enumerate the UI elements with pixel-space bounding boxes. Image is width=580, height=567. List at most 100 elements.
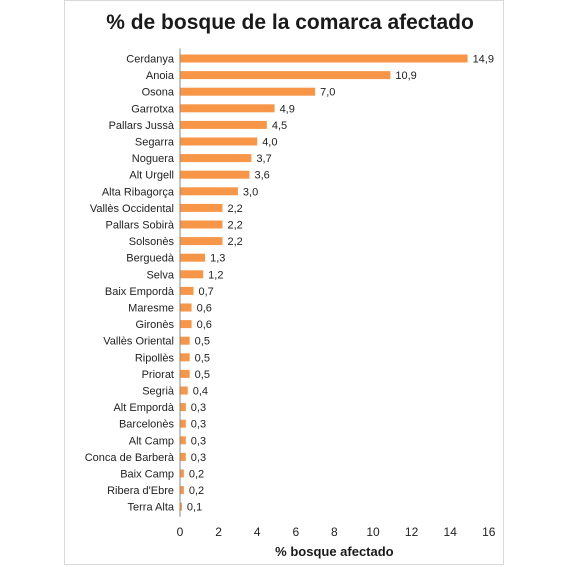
bar <box>180 54 468 63</box>
category-label: Alta Ribagorça <box>102 186 175 198</box>
value-label: 0,5 <box>195 336 210 348</box>
category-label: Alt Empordà <box>113 402 174 414</box>
bar <box>180 386 188 395</box>
value-label: 1,2 <box>208 269 223 281</box>
category-label: Ribera d'Ebre <box>107 485 174 497</box>
category-label: Conca de Barberà <box>85 452 175 464</box>
category-label: Pallars Sobirà <box>106 220 175 232</box>
bar <box>180 203 223 212</box>
value-label: 0,6 <box>197 319 212 331</box>
category-label: Gironès <box>135 319 174 331</box>
category-label: Barcelonès <box>119 419 175 431</box>
bar <box>180 469 184 478</box>
bar <box>180 419 186 428</box>
bar <box>180 403 186 412</box>
value-label: 14,9 <box>473 54 494 66</box>
bar <box>180 104 275 113</box>
category-label: Noguera <box>132 153 175 165</box>
category-label: Berguedà <box>126 253 175 265</box>
bar <box>180 369 190 378</box>
value-label: 0,3 <box>191 402 206 414</box>
x-tick-label: 10 <box>366 525 380 539</box>
bar <box>180 253 206 262</box>
value-label: 0,3 <box>191 452 206 464</box>
bar <box>180 286 194 295</box>
bar <box>180 303 192 312</box>
x-tick-label: 4 <box>254 525 261 539</box>
category-label: Terra Alta <box>128 502 175 514</box>
bar <box>180 336 190 345</box>
x-tick-labels-group: 0 2 4 6 8 10 12 14 16 <box>177 525 496 539</box>
category-label: Segrià <box>142 386 175 398</box>
value-label: 1,3 <box>210 253 225 265</box>
x-tick-label: 2 <box>215 525 222 539</box>
value-labels-group: 14,910,97,04,94,54,03,73,63,02,22,22,21,… <box>187 54 494 514</box>
category-label: Maresme <box>128 303 174 315</box>
value-label: 0,6 <box>197 303 212 315</box>
value-label: 7,0 <box>320 87 335 99</box>
category-labels-group: Cerdanya Anoia Osona Garrotxa Pallars Jussà S… <box>85 54 175 514</box>
category-label: Baix Empordà <box>105 286 175 298</box>
bars-group <box>180 54 468 511</box>
value-label: 3,0 <box>243 186 258 198</box>
value-label: 0,5 <box>195 352 210 364</box>
value-label: 0,2 <box>189 469 204 481</box>
x-axis-title: % bosque afectado <box>275 544 394 559</box>
bar <box>180 137 258 146</box>
bar <box>180 220 223 229</box>
bar <box>180 170 250 179</box>
category-label: Ripollès <box>135 352 175 364</box>
category-label: Cerdanya <box>126 54 175 66</box>
value-label: 0,1 <box>187 502 202 514</box>
category-label: Segarra <box>135 137 175 149</box>
value-label: 4,9 <box>280 103 295 115</box>
bar <box>180 320 192 329</box>
value-label: 0,7 <box>199 286 214 298</box>
bar <box>180 237 223 246</box>
category-label: Garrotxa <box>131 103 175 115</box>
category-label: Priorat <box>142 369 174 381</box>
value-label: 10,9 <box>395 70 416 82</box>
bar <box>180 502 182 511</box>
category-label: Vallès Oriental <box>103 336 174 348</box>
chart-frame <box>64 0 504 565</box>
bar <box>180 486 184 495</box>
bar <box>180 452 186 461</box>
chart-title: % de bosque de la comarca afectado <box>106 11 474 34</box>
value-label: 4,5 <box>272 120 287 132</box>
value-label: 0,3 <box>191 419 206 431</box>
category-label: Alt Camp <box>129 435 174 447</box>
category-label: Anoia <box>146 70 175 82</box>
x-tick-label: 6 <box>292 525 299 539</box>
category-label: Baix Camp <box>120 469 174 481</box>
bar <box>180 87 316 96</box>
value-label: 2,2 <box>227 236 242 248</box>
value-label: 2,2 <box>227 203 242 215</box>
value-label: 0,4 <box>193 386 208 398</box>
x-tick-label: 14 <box>444 525 458 539</box>
bar <box>180 436 186 445</box>
category-label: Osona <box>142 87 175 99</box>
bar <box>180 71 391 80</box>
bar <box>180 270 204 279</box>
value-label: 0,2 <box>189 485 204 497</box>
category-label: Selva <box>146 269 174 281</box>
x-tick-label: 0 <box>177 525 184 539</box>
bar <box>180 187 238 196</box>
value-label: 0,3 <box>191 435 206 447</box>
value-label: 2,2 <box>227 220 242 232</box>
bar <box>180 353 190 362</box>
category-label: Pallars Jussà <box>109 120 175 132</box>
x-tick-label: 16 <box>482 525 496 539</box>
category-label: Alt Urgell <box>129 170 174 182</box>
value-label: 3,7 <box>256 153 271 165</box>
x-tick-label: 12 <box>405 525 419 539</box>
value-label: 0,5 <box>195 369 210 381</box>
category-label: Vallès Occidental <box>90 203 174 215</box>
x-tick-label: 8 <box>331 525 338 539</box>
value-label: 4,0 <box>262 137 277 149</box>
bar <box>180 120 267 129</box>
category-label: Solsonès <box>129 236 175 248</box>
bar <box>180 154 252 163</box>
